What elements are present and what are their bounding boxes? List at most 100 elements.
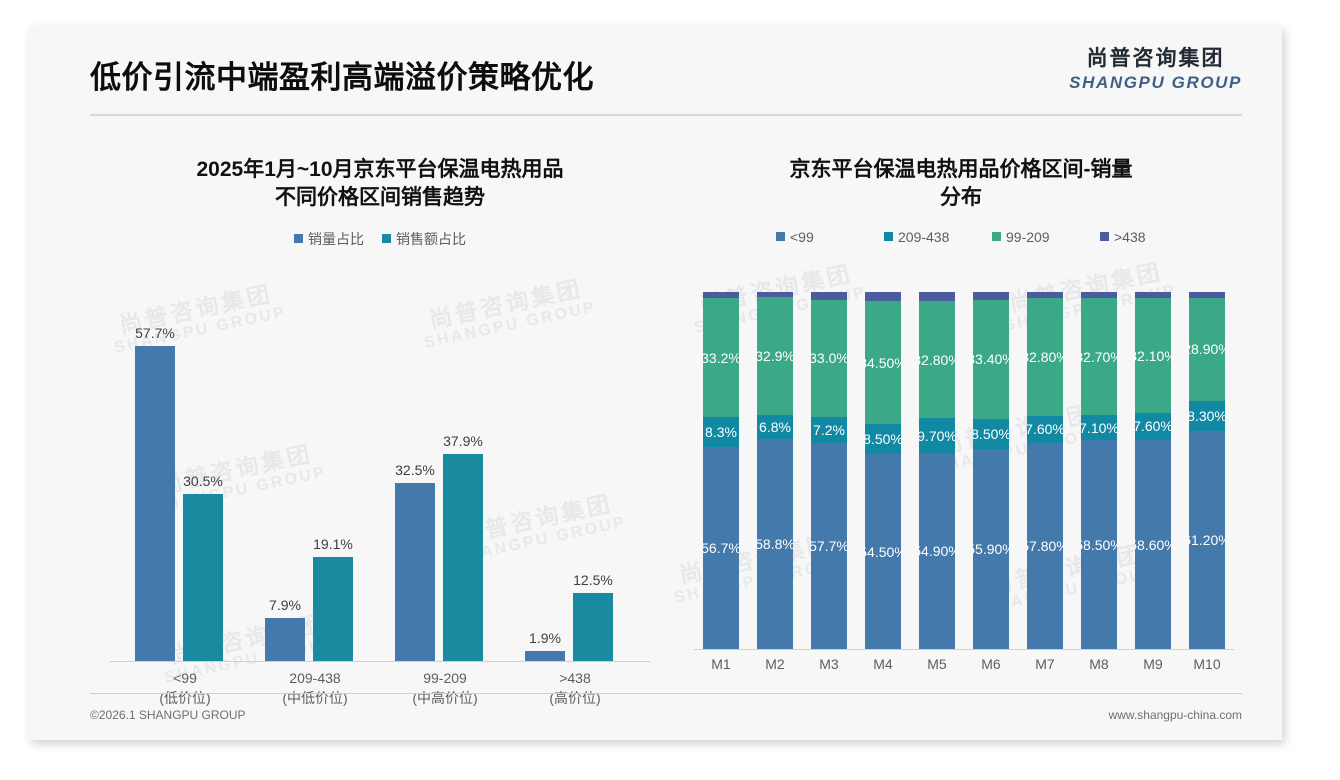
stacked-bar-segment[interactable]: 8.50% [865,424,901,455]
stacked-bar-x-axis-labels: M1 M2 M3 M4 M5 M6 M7 M8 M9 M10 [694,656,1234,684]
stacked-bar-segment[interactable]: 32.9% [757,297,793,415]
stacked-bar[interactable]: 1.80% 32.80% 7.60% 57.80% [1027,292,1063,649]
bar[interactable]: 37.9% [443,433,483,661]
legend-item-99-209[interactable]: 99-209 [992,229,1100,245]
stacked-bar[interactable]: 1.8% 33.2% 8.3% 56.7% [703,292,739,649]
stacked-bar-segment[interactable]: 34.50% [865,300,901,425]
stacked-bar-segment[interactable]: 54.90% [919,453,955,649]
stacked-bar[interactable]: 1.60% 28.90% 8.30% 61.20% [1189,292,1225,649]
x-tick-primary: >438 [559,670,591,686]
legend-swatch-icon [382,234,391,244]
segment-value-label: 32.80% [919,351,955,368]
legend-item-209-438[interactable]: 209-438 [884,229,992,245]
stacked-bar-segment[interactable]: 58.60% [1135,440,1171,649]
x-axis-tick-label: M7 [1035,656,1055,672]
bar[interactable]: 30.5% [183,473,223,661]
stacked-bar-segment[interactable]: 7.2% [811,417,847,444]
header-divider [90,114,1242,116]
stacked-bar-segment[interactable]: 33.40% [973,299,1009,420]
stacked-bar-segment[interactable]: 8.30% [1189,400,1225,431]
stacked-bar-segment[interactable]: 32.80% [1027,298,1063,416]
stacked-bar-group: 1.80% 32.80% 7.60% 57.80% [1018,292,1072,649]
stacked-bar-segment[interactable]: 9.70% [919,418,955,453]
stacked-bar-segment[interactable]: 1.80% [1027,292,1063,299]
stacked-bar[interactable]: 2.60% 32.80% 9.70% 54.90% [919,292,955,649]
legend-item-gt438[interactable]: >438 [1100,229,1208,245]
stacked-bar-segment[interactable]: 2.20% [973,292,1009,300]
stacked-bar-segment[interactable]: 33.0% [811,299,847,418]
stacked-bar[interactable]: 1.80% 32.70% 7.10% 58.50% [1081,292,1117,649]
stacked-bar-segment[interactable]: 1.80% [1081,292,1117,299]
stacked-bar[interactable]: 2.50% 34.50% 8.50% 54.50% [865,292,901,649]
stacked-bar-segment[interactable]: 32.80% [919,301,955,419]
stacked-bar-segment[interactable]: 32.70% [1081,298,1117,416]
bar[interactable]: 57.7% [135,325,175,661]
chart-title-left-line2: 不同价格区间销售趋势 [275,186,485,210]
stacked-bar-segment[interactable]: 7.10% [1081,415,1117,441]
stacked-bar-plot-area: 1.8% 33.2% 8.3% 56.7% 1.5% 32.9% 6.8% 58.8% 2.1%… [694,292,1234,650]
segment-value-label: 33.0% [811,350,847,367]
x-axis-tick-label: <99 (低价位) [125,668,245,709]
stacked-bar-segment[interactable]: 61.20% [1189,430,1225,649]
bar[interactable]: 32.5% [395,462,435,661]
chart-title-right-line2: 分布 [940,186,982,210]
footer-website: www.shangpu-china.com [1108,708,1242,722]
grouped-bar-chart: 57.7% 30.5% 7.9% 19.1% 32.5% 37.9% 1.9% 12.5% <… [110,322,650,712]
stacked-bar-segment[interactable]: 2.1% [811,292,847,300]
legend-item-sales-volume[interactable]: 销量占比 [294,229,364,249]
segment-value-label: 54.50% [865,543,901,560]
legend-label: 99-209 [1006,228,1050,245]
bar[interactable]: 7.9% [265,597,305,661]
stacked-bar-segment[interactable]: 2.50% [865,292,901,301]
x-axis-tick-label: 99-209 (中高价位) [385,668,505,709]
stacked-bar-segment[interactable]: 1.5% [757,292,793,298]
stacked-bar[interactable]: 2.1% 33.0% 7.2% 57.7% [811,292,847,649]
segment-value-label: 54.90% [919,543,955,559]
stacked-bar-segment[interactable]: 1.8% [703,292,739,299]
bar[interactable]: 19.1% [313,536,353,661]
stacked-bar-segment[interactable]: 7.60% [1027,415,1063,443]
segment-value-label: 7.60% [1027,421,1063,438]
segment-value-label: 6.8% [759,418,791,435]
stacked-bar-group: 2.1% 33.0% 7.2% 57.7% [802,292,856,649]
bar-group: 7.9% 19.1% [255,322,375,661]
stacked-bar-group: 1.5% 32.9% 6.8% 58.8% [748,292,802,649]
segment-value-label: 55.90% [973,541,1009,558]
stacked-bar-segment[interactable]: 1.60% [1189,292,1225,298]
stacked-bar-segment[interactable]: 55.90% [973,449,1009,649]
x-tick-primary: <99 [173,670,197,686]
stacked-bar-segment[interactable]: 58.8% [757,439,793,649]
legend-label: <99 [790,228,814,245]
stacked-bar[interactable]: 2.20% 33.40% 8.50% 55.90% [973,292,1009,649]
stacked-bar-segment[interactable]: 7.60% [1135,412,1171,441]
bar[interactable]: 12.5% [573,572,613,661]
stacked-bar-segment[interactable]: 28.90% [1189,297,1225,401]
x-axis-tick-label: 209-438 (中低价位) [255,668,375,709]
slide-header: 低价引流中端盈利高端溢价策略优化 尚普咨询集团 SHANGPU GROUP [28,26,1282,118]
bar[interactable]: 1.9% [525,630,565,661]
stacked-bar-segment[interactable]: 8.3% [703,416,739,447]
legend-label: 销量占比 [308,230,364,247]
stacked-bar-segment[interactable]: 8.50% [973,419,1009,450]
stacked-bar[interactable]: 1.5% 32.9% 6.8% 58.8% [757,292,793,649]
stacked-bar-segment[interactable]: 32.10% [1135,298,1171,413]
stacked-bar[interactable]: 1.80% 32.10% 7.60% 58.60% [1135,292,1171,649]
stacked-bar-segment[interactable]: 57.80% [1027,442,1063,649]
stacked-bar-segment[interactable]: 2.60% [919,292,955,302]
legend-item-sales-amount[interactable]: 销售额占比 [382,229,466,249]
x-axis-tick-label: M10 [1193,656,1221,672]
stacked-bar-segment[interactable]: 56.7% [703,446,739,649]
stacked-bar-segment[interactable]: 1.80% [1135,292,1171,299]
bar-value-label: 32.5% [395,462,435,479]
chart-panel-price-band-volume-distribution: 京东平台保温电热用品价格区间-销量 分布 <99 209-438 99-209 [673,126,1242,706]
x-axis-tick-label: M4 [873,656,893,672]
legend-item-lt99[interactable]: <99 [776,229,884,245]
stacked-bar-segment[interactable]: 54.50% [865,454,901,649]
stacked-bar-segment[interactable]: 58.50% [1081,440,1117,649]
bar-value-label: 30.5% [183,473,223,490]
segment-value-label: 32.70% [1081,348,1117,365]
bar-group: 57.7% 30.5% [125,322,245,661]
stacked-bar-segment[interactable]: 57.7% [811,443,847,649]
stacked-bar-segment[interactable]: 6.8% [757,414,793,440]
stacked-bar-segment[interactable]: 33.2% [703,298,739,417]
